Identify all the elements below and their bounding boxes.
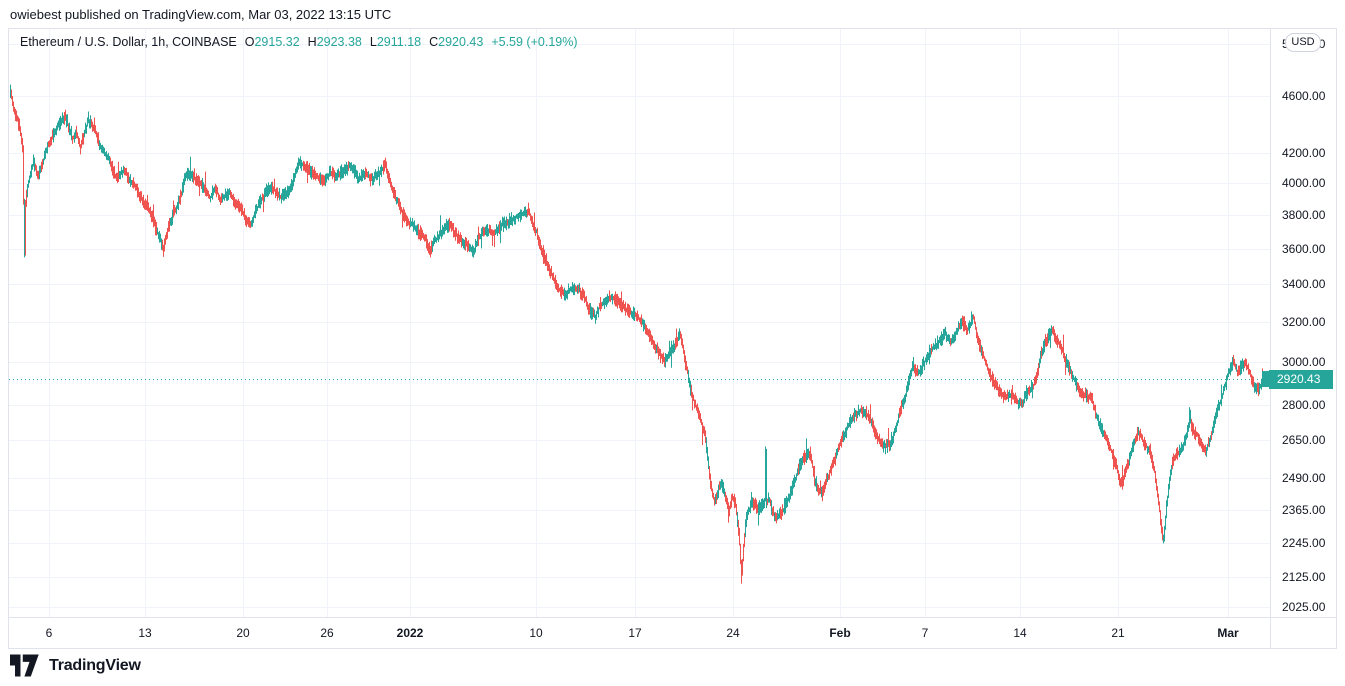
y-axis-tick-label: 2025.00 — [1282, 600, 1326, 615]
y-axis-tick-label: 2125.00 — [1282, 570, 1326, 585]
change-value: +5.59 (+0.19%) — [491, 35, 578, 49]
frame-left-border — [8, 28, 9, 649]
y-axis-tick-label: 2650.00 — [1282, 432, 1326, 447]
y-axis-tick-label: 3200.00 — [1282, 315, 1326, 330]
y-axis-tick-label: 2365.00 — [1282, 503, 1326, 518]
time-axis[interactable]: 6 13 20 26 2022 10 17 24 Feb 7 14 21 Mar — [9, 618, 1270, 648]
tradingview-logo-icon — [10, 654, 39, 677]
x-axis-tick-label: 26 — [320, 626, 334, 640]
price-axis[interactable]: USD 2920.43 5000.004600.004200.004000.00… — [1269, 29, 1336, 617]
frame-right-border — [1336, 28, 1337, 649]
y-axis-tick-label: 3600.00 — [1282, 241, 1326, 256]
x-axis-tick-label: 24 — [726, 626, 740, 640]
price-pane[interactable]: Ethereum / U.S. Dollar, 1h, COINBASE O29… — [9, 29, 1270, 617]
ohlc-item: H2923.38 — [307, 35, 362, 49]
x-axis-tick-label: 2022 — [396, 626, 424, 640]
y-axis-tick-label: 3000.00 — [1282, 355, 1326, 370]
y-axis-tick-label: 3800.00 — [1282, 208, 1326, 223]
x-axis-tick-label: 20 — [236, 626, 250, 640]
x-axis-tick-label: 7 — [921, 626, 929, 640]
frame-bottom-border — [8, 648, 1337, 649]
x-axis-tick-label: 17 — [628, 626, 642, 640]
y-axis-tick-label: 4000.00 — [1282, 176, 1326, 191]
ohlc-values: O2915.32 H2923.38 L2911.18 C2920.43 — [245, 35, 484, 49]
time-axis-separator — [8, 617, 1336, 618]
y-axis-tick-label: 3400.00 — [1282, 277, 1326, 292]
y-axis-tick-label: 4600.00 — [1282, 89, 1326, 103]
ohlc-item: O2915.32 — [244, 35, 300, 49]
x-axis-tick-label: 14 — [1013, 626, 1027, 640]
y-axis-tick-label: 4200.00 — [1282, 145, 1326, 160]
tradingview-brand-text: TradingView — [49, 656, 141, 674]
y-axis-tick-label: 2245.00 — [1282, 535, 1326, 550]
footer-brand[interactable]: TradingView — [10, 654, 141, 677]
x-axis-tick-label: 21 — [1111, 626, 1125, 640]
x-axis-tick-label: Mar — [1217, 626, 1239, 640]
x-axis-tick-label: Feb — [829, 626, 851, 640]
ohlc-item: C2920.43 — [429, 35, 484, 49]
symbol-legend: Ethereum / U.S. Dollar, 1h, COINBASE O29… — [20, 35, 578, 49]
x-axis-tick-label: 6 — [45, 626, 53, 640]
last-price-label: 2920.43 — [1269, 370, 1333, 390]
x-axis-tick-label: 10 — [529, 626, 543, 640]
attribution-text: owiebest published on TradingView.com, M… — [10, 7, 392, 22]
symbol-title: Ethereum / U.S. Dollar, 1h, COINBASE — [20, 35, 237, 49]
frame-top-border — [8, 28, 1337, 29]
y-axis-tick-label: 2490.00 — [1282, 471, 1326, 486]
currency-toggle-button[interactable]: USD — [1285, 33, 1321, 52]
price-axis-separator — [1270, 28, 1271, 648]
y-axis-tick-label: 2800.00 — [1282, 398, 1326, 413]
candlestick-chart-canvas[interactable] — [9, 29, 1270, 617]
x-axis-tick-label: 13 — [138, 626, 152, 640]
ohlc-item: L2911.18 — [369, 35, 422, 49]
